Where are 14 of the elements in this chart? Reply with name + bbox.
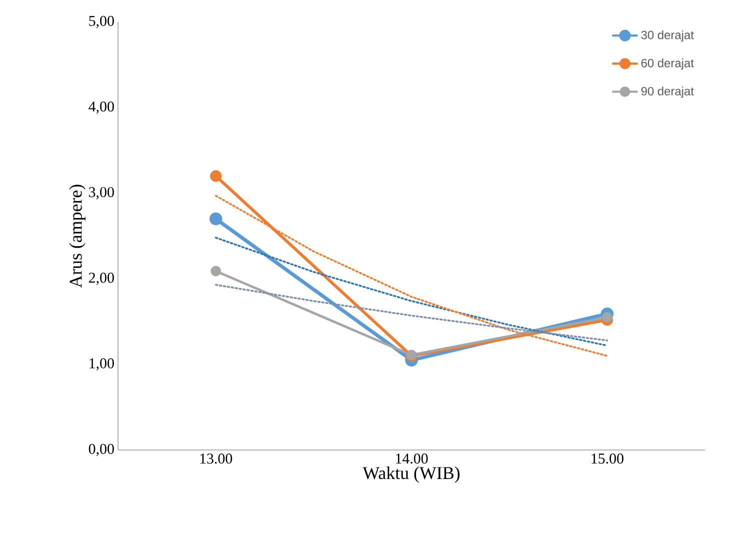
y-tick-label: 0,00	[88, 444, 114, 456]
y-tick-label: 3,00	[89, 187, 114, 200]
legend-label: 60 derajat	[641, 58, 694, 70]
y-tick-label: 2,00	[88, 272, 114, 285]
legend-label: 30 derajat	[641, 30, 694, 42]
legend-label: 90 derajat	[641, 86, 694, 98]
y-tick-label: 1,00	[90, 358, 114, 371]
x-axis-title: Waktu (WIB)	[362, 466, 460, 483]
x-tick-label: 14.00	[396, 454, 428, 464]
y-tick-label: 4,00	[88, 101, 114, 114]
y-tick-label: 5,00	[89, 16, 114, 28]
x-tick-label: 13.00	[200, 454, 232, 464]
y-axis-title: Arus (ampere)	[69, 184, 86, 288]
x-tick-label: 15.00	[592, 454, 624, 464]
